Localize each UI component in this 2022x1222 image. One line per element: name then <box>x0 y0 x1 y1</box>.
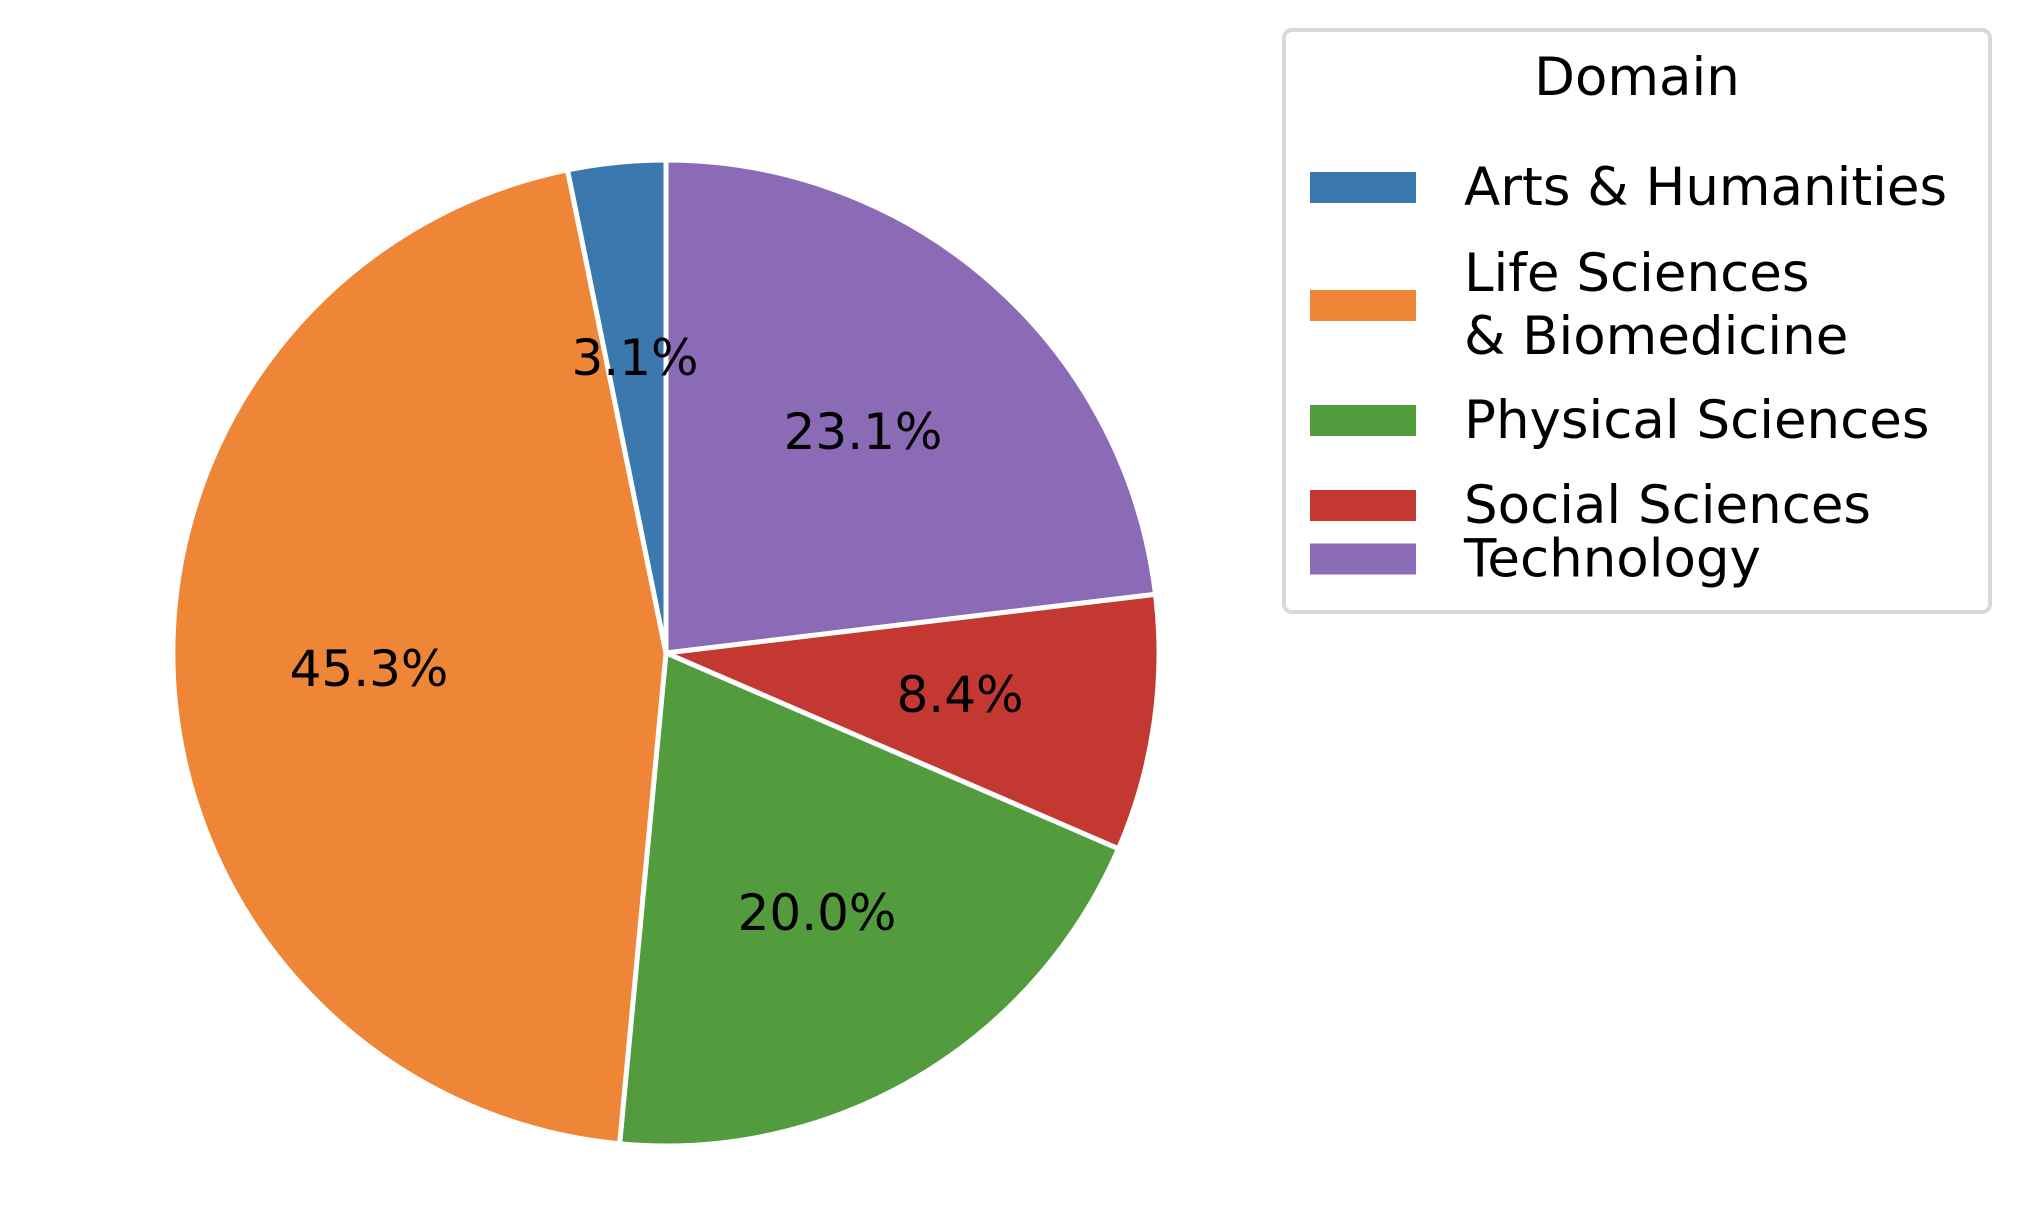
legend-title: Domain <box>1534 47 1740 108</box>
legend-swatch-life-sciences <box>1310 289 1416 321</box>
legend-label: Life Sciences & Biomedicine <box>1464 243 1849 367</box>
legend-swatch-social-sciences <box>1310 490 1416 521</box>
legend-swatch-technology <box>1310 543 1416 575</box>
label-social-sciences: 8.4% <box>896 666 1023 724</box>
slice-life-sciences <box>170 167 669 1147</box>
legend-item-social-sciences: Social Sciences <box>1310 474 1871 537</box>
legend-item-arts-humanities: Arts & Humanities <box>1310 156 1947 219</box>
label-physical-sciences: 20.0% <box>738 884 897 942</box>
legend: Domain Arts & Humanities Life Sciences &… <box>1282 28 1992 614</box>
label-arts-humanities: 3.1% <box>571 329 698 387</box>
legend-item-technology: Technology <box>1310 528 1761 591</box>
legend-label: Social Sciences <box>1464 475 1872 536</box>
legend-swatch-arts-humanities <box>1310 172 1416 203</box>
legend-item-life-sciences: Life Sciences & Biomedicine <box>1310 242 1848 368</box>
slice-physical-sciences <box>617 650 1121 1149</box>
legend-item-physical-sciences: Physical Sciences <box>1310 389 1930 452</box>
slice-social-sciences <box>663 591 1162 852</box>
slice-labels: 23.1% 8.4% 20.0% 45.3% 3.1% <box>290 329 1024 942</box>
label-life-sciences: 45.3% <box>290 640 449 698</box>
slice-arts-humanities <box>565 157 669 656</box>
label-technology: 23.1% <box>784 403 943 461</box>
legend-label: Technology <box>1464 528 1761 590</box>
pie-slices <box>170 157 1162 1149</box>
legend-swatch-physical-sciences <box>1310 405 1416 436</box>
legend-label: Arts & Humanities <box>1464 157 1948 218</box>
slice-technology <box>663 157 1158 656</box>
legend-label: Physical Sciences <box>1464 390 1930 451</box>
